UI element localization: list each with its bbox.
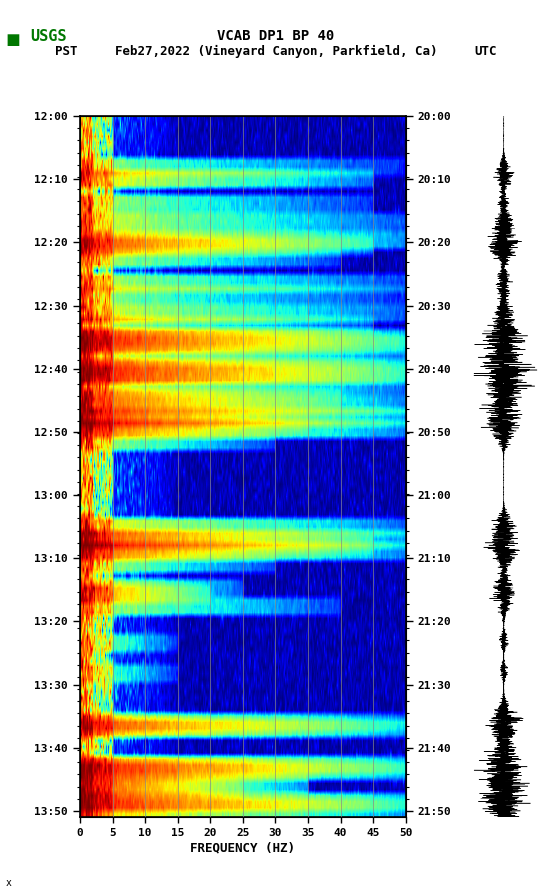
Text: ◼: ◼ [6,31,20,49]
Text: USGS: USGS [30,29,67,45]
Text: UTC: UTC [474,45,497,58]
Text: VCAB DP1 BP 40: VCAB DP1 BP 40 [217,29,335,43]
X-axis label: FREQUENCY (HZ): FREQUENCY (HZ) [190,842,295,855]
Text: Feb27,2022 (Vineyard Canyon, Parkfield, Ca): Feb27,2022 (Vineyard Canyon, Parkfield, … [115,45,437,58]
Text: PST: PST [55,45,78,58]
Text: x: x [6,878,12,888]
